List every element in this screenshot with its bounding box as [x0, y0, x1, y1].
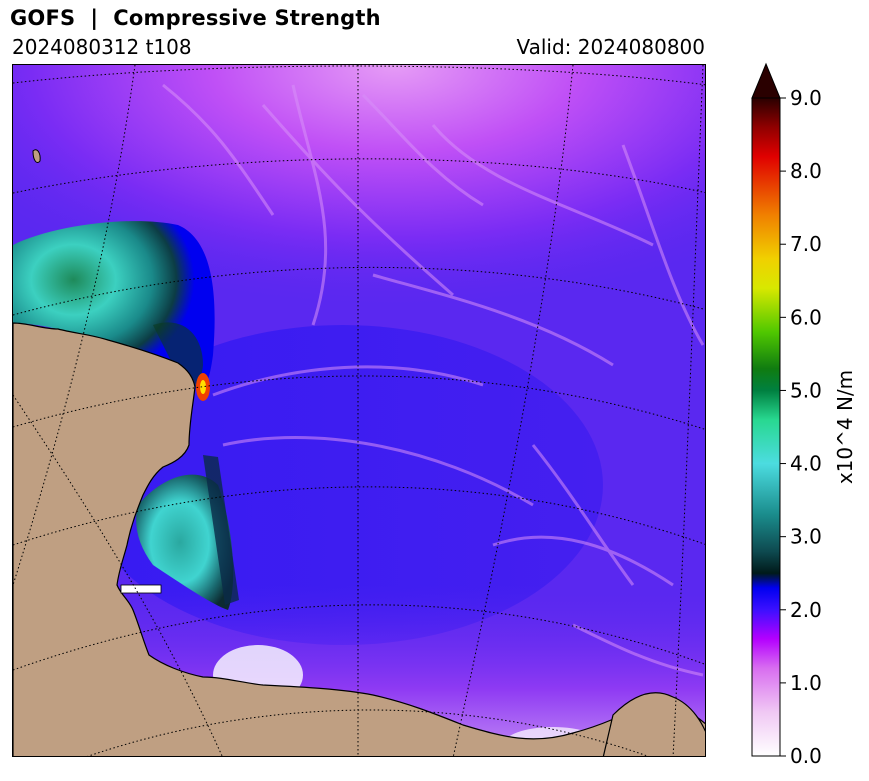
- colorbar-tick-label: 7.0: [790, 232, 822, 256]
- landmass: [13, 322, 705, 756]
- sea-ice-band: [203, 455, 239, 605]
- valid-time-label: Valid: 2024080800: [516, 35, 705, 59]
- sea-ice-dark-core: [153, 322, 203, 389]
- colorbar-tick-label: 4.0: [790, 452, 822, 476]
- small-island: [32, 149, 41, 164]
- max-strength-spot-core: [200, 380, 206, 394]
- colorbar-tick-label: 0.0: [790, 744, 822, 768]
- landmass-east: [602, 692, 705, 756]
- colorbar: 0.0 1.0 2.0 3.0 4.0 5.0 6.0 7.0 8.0 9.0 x10^4 N/m: [751, 62, 857, 768]
- colorbar-label: x10^4 N/m: [833, 370, 857, 484]
- colorbar-tick-label: 9.0: [790, 86, 822, 110]
- colorbar-tick-label: 1.0: [790, 671, 822, 695]
- graticule: [13, 65, 705, 756]
- colorbar-extend-arrow: [751, 62, 781, 99]
- figure-title: GOFS | Compressive Strength: [10, 6, 381, 30]
- colorbar-tick-label: 3.0: [790, 525, 822, 549]
- init-time-label: 2024080312 t108: [12, 35, 192, 59]
- colorbar-ticks: 0.0 1.0 2.0 3.0 4.0 5.0 6.0 7.0 8.0 9.0: [780, 86, 822, 768]
- colorbar-tick-label: 8.0: [790, 159, 822, 183]
- colorbar-scale: [751, 97, 781, 757]
- colorbar-tick-label: 6.0: [790, 305, 822, 329]
- colorbar-tick-label: 5.0: [790, 378, 822, 402]
- map-canvas: [13, 65, 705, 756]
- map-panel[interactable]: [12, 64, 706, 757]
- sea-ice-lower: [136, 474, 234, 610]
- colorbar-tick-label: 2.0: [790, 598, 822, 622]
- inlet: [120, 584, 162, 594]
